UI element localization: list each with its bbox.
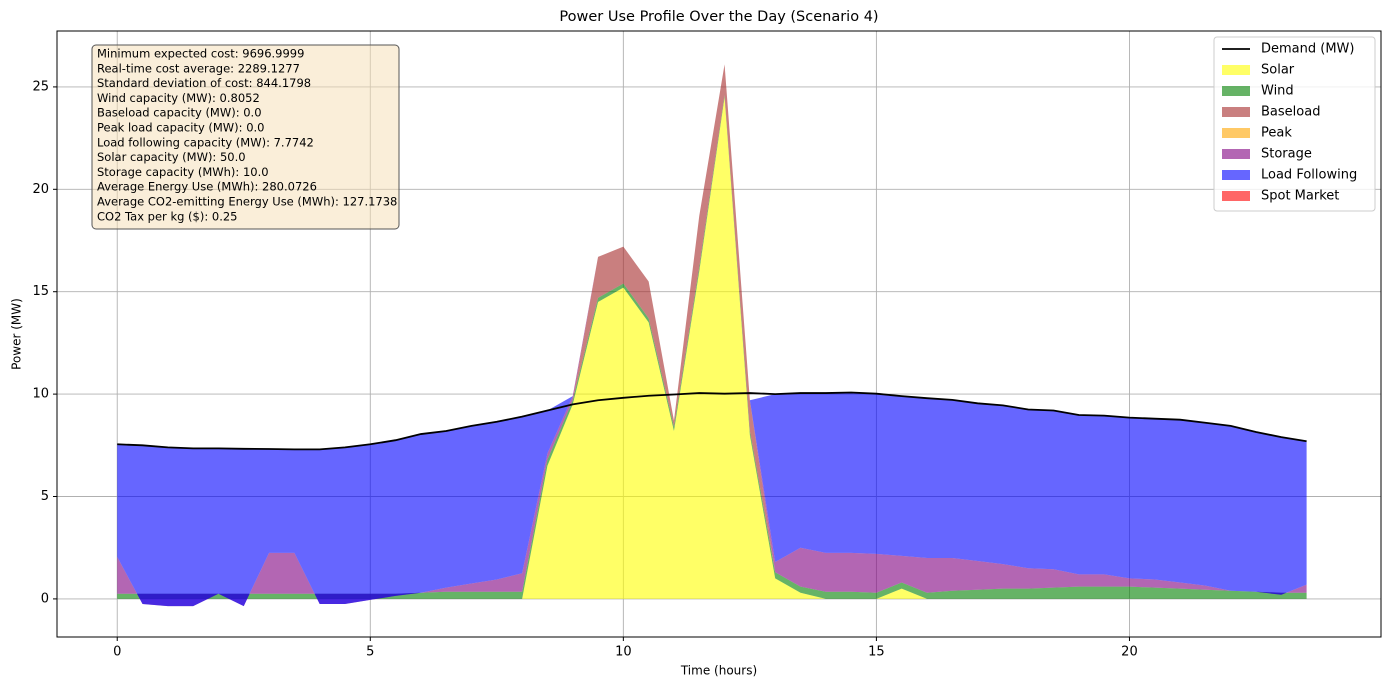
x-tick-label: 20 [1121, 645, 1138, 660]
annotation-text: Minimum expected cost: 9696.9999 [97, 47, 304, 61]
y-tick-label: 20 [32, 182, 49, 197]
plot-frame [56, 30, 1382, 638]
annotation-text: Standard deviation of cost: 844.1798 [97, 76, 311, 90]
annotation-text: Solar capacity (MW): 50.0 [97, 150, 246, 164]
annotation-text: Peak load capacity (MW): 0.0 [97, 121, 265, 135]
annotation-text: Load following capacity (MW): 7.7742 [97, 135, 314, 149]
y-tick-label: 25 [32, 79, 49, 94]
legend-label: Load Following [1261, 168, 1357, 183]
legend-label: Solar [1261, 63, 1295, 78]
y-tick-label: 15 [32, 284, 49, 299]
legend-label: Baseload [1261, 105, 1320, 120]
legend-label: Peak [1261, 126, 1292, 141]
annotation-text: CO2 Tax per kg ($): 0.25 [97, 209, 237, 223]
legend-swatch [1222, 86, 1250, 96]
y-tick-label: 10 [32, 387, 49, 402]
area [117, 64, 1307, 594]
legend-swatch [1222, 191, 1250, 201]
chart-title: Power Use Profile Over the Day (Scenario… [559, 9, 878, 25]
legend-label: Spot Market [1261, 189, 1339, 204]
annotation-text: Average CO2-emitting Energy Use (MWh): 1… [97, 195, 397, 209]
legend-swatch [1222, 170, 1250, 180]
annotation-box [91, 44, 400, 230]
y-tick-label: 0 [41, 591, 49, 606]
legend-swatch [1222, 107, 1250, 117]
x-tick-label: 10 [615, 645, 632, 660]
area [117, 64, 1307, 607]
legend-label: Wind [1261, 84, 1294, 99]
demand-line [117, 391, 1307, 451]
area [117, 97, 1307, 599]
annotation-text: Average Energy Use (MWh): 280.0726 [97, 180, 317, 194]
y-axis-label: Power (MW) [10, 298, 24, 370]
legend-swatch [1222, 65, 1250, 75]
legend-box [1213, 36, 1376, 212]
annotation-text: Baseload capacity (MW): 0.0 [97, 106, 262, 120]
x-axis-label: Time (hours) [680, 664, 757, 678]
x-tick-label: 0 [113, 645, 121, 660]
x-tick-label: 5 [366, 645, 374, 660]
annotation-text: Storage capacity (MWh): 10.0 [97, 165, 269, 179]
legend-swatch [1222, 149, 1250, 159]
legend-label: Storage [1261, 147, 1312, 162]
x-tick-label: 15 [868, 645, 885, 660]
annotation-text: Wind capacity (MW): 0.8052 [97, 91, 260, 105]
annotation-text: Real-time cost average: 2289.1277 [97, 61, 300, 75]
legend-swatch [1222, 128, 1250, 138]
legend-label: Demand (MW) [1261, 42, 1354, 57]
y-tick-label: 5 [41, 489, 49, 504]
